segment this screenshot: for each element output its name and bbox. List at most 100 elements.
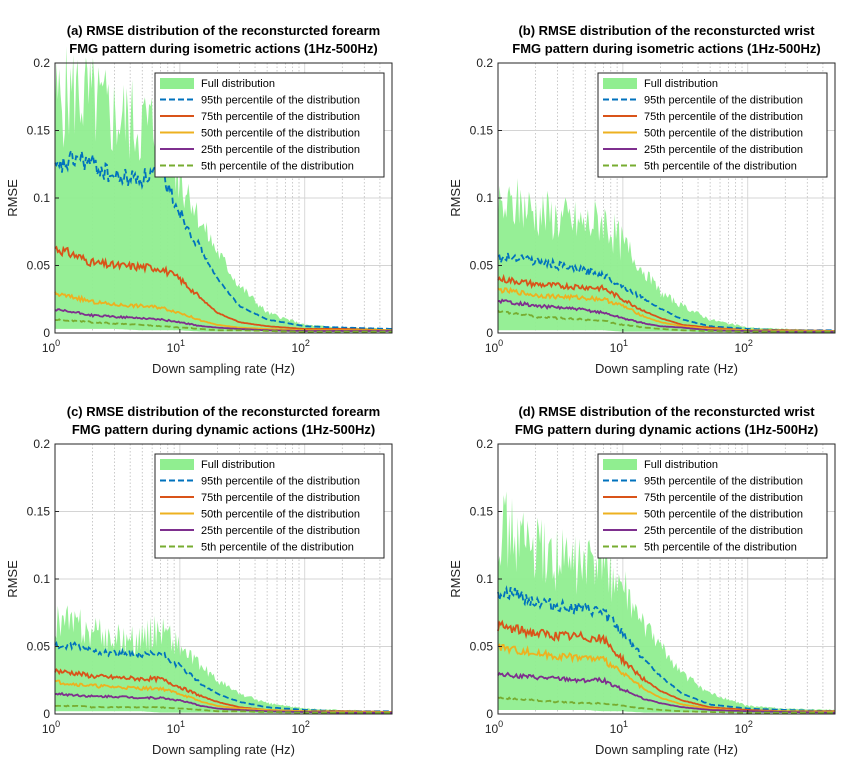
y-tick-label: 0 [486, 326, 493, 340]
legend-entry: 25th percentile of the distribution [201, 525, 360, 537]
legend-swatch [160, 78, 194, 89]
legend-entry: 5th percentile of the distribution [644, 161, 797, 173]
legend: Full distribution 95th percentile of the … [154, 453, 385, 559]
legend-swatch [160, 459, 194, 470]
legend-entry: 50th percentile of the distribution [644, 509, 803, 521]
y-tick-label: 0.15 [470, 124, 494, 138]
legend-box [597, 453, 828, 559]
legend-entry: 95th percentile of the distribution [644, 476, 803, 488]
legend: Full distribution 95th percentile of the … [597, 453, 828, 559]
legend-entry: 95th percentile of the distribution [201, 476, 360, 488]
y-tick-label: 0.2 [33, 437, 50, 451]
legend-entry: 25th percentile of the distribution [644, 144, 803, 156]
y-ticks: 0 0.05 0.1 0.15 0.2 [470, 437, 502, 721]
x-tick-label: 102 [292, 719, 310, 736]
x-tick-label: 101 [167, 719, 185, 736]
legend-box [154, 453, 385, 559]
x-axis-label: Down sampling rate (Hz) [595, 742, 738, 757]
y-ticks: 0 0.05 0.1 0.15 0.2 [27, 56, 59, 340]
legend-entry: 5th percentile of the distribution [201, 542, 354, 554]
legend-swatch [603, 459, 637, 470]
legend-entry: Full distribution [201, 459, 275, 471]
y-tick-label: 0.2 [33, 56, 50, 70]
chart-title-line: (c) RMSE distribution of the reconsturct… [67, 404, 380, 419]
x-tick-label: 100 [42, 338, 60, 355]
legend-entry: 50th percentile of the distribution [644, 128, 803, 140]
series-group [497, 178, 836, 333]
y-tick-label: 0.15 [27, 124, 51, 138]
chart-title-line: (d) RMSE distribution of the reconsturct… [518, 404, 815, 419]
x-ticks: 100 101 102 [42, 329, 310, 355]
legend-entry: Full distribution [201, 78, 275, 90]
y-axis-label: RMSE [5, 560, 20, 598]
series-full-distribution [55, 46, 392, 333]
x-tick-label: 100 [485, 338, 503, 355]
series-line-5 [54, 318, 392, 333]
chart-panel-3: 0 0.05 0.1 0.15 0.2 100 101 102 Down sampling ra… [5, 404, 393, 757]
y-tick-label: 0.05 [27, 640, 51, 654]
y-tick-label: 0.15 [27, 505, 51, 519]
y-tick-label: 0.05 [27, 259, 51, 273]
chart-title-line: FMG pattern during dynamic actions (1Hz-… [515, 422, 818, 437]
y-tick-label: 0.1 [476, 572, 493, 586]
chart-title-line: (a) RMSE distribution of the reconsturct… [67, 23, 380, 38]
chart-panel-1: 0 0.05 0.1 0.15 0.2 100 101 102 Down sampling ra… [5, 23, 393, 376]
chart-title-line: FMG pattern during dynamic actions (1Hz-… [72, 422, 375, 437]
x-ticks: 100 101 102 [42, 710, 310, 736]
series-line-5 [497, 696, 836, 714]
legend-entry: Full distribution [644, 78, 718, 90]
y-tick-label: 0.05 [470, 640, 494, 654]
legend-entry: 75th percentile of the distribution [644, 111, 803, 123]
legend-entry: 25th percentile of the distribution [644, 525, 803, 537]
legend-box [597, 72, 828, 178]
x-tick-label: 102 [735, 719, 753, 736]
series-line-1 [54, 149, 393, 330]
x-tick-label: 102 [292, 338, 310, 355]
y-axis-label: RMSE [448, 560, 463, 598]
series-group [54, 46, 393, 333]
legend-entry: 50th percentile of the distribution [201, 509, 360, 521]
legend-entry: 75th percentile of the distribution [201, 492, 360, 504]
chart-panel-2: 0 0.05 0.1 0.15 0.2 100 101 102 Down sampling ra… [448, 23, 836, 376]
legend-swatch [603, 78, 637, 89]
x-ticks: 100 101 102 [485, 710, 753, 736]
y-tick-label: 0 [43, 707, 50, 721]
y-tick-label: 0.2 [476, 56, 493, 70]
x-tick-label: 101 [167, 338, 185, 355]
x-axis-label: Down sampling rate (Hz) [595, 361, 738, 376]
series-line-4 [497, 298, 835, 333]
legend-entry: 75th percentile of the distribution [201, 111, 360, 123]
x-axis-label: Down sampling rate (Hz) [152, 742, 295, 757]
legend-entry: 5th percentile of the distribution [644, 542, 797, 554]
legend-entry: 25th percentile of the distribution [201, 144, 360, 156]
chart-title-line: (b) RMSE distribution of the reconsturct… [518, 23, 815, 38]
chart-panel-4: 0 0.05 0.1 0.15 0.2 100 101 102 Down sampling ra… [448, 404, 836, 757]
series-line-2 [54, 245, 393, 332]
legend-entry: 5th percentile of the distribution [201, 161, 354, 173]
x-tick-label: 101 [610, 719, 628, 736]
y-axis-label: RMSE [5, 179, 20, 217]
x-tick-label: 100 [42, 719, 60, 736]
series-full-distribution [498, 178, 835, 333]
y-axis-label: RMSE [448, 179, 463, 217]
chart-title-line: FMG pattern during isometric actions (1H… [512, 41, 820, 56]
y-tick-label: 0 [43, 326, 50, 340]
series-group [497, 491, 836, 714]
y-ticks: 0 0.05 0.1 0.15 0.2 [470, 56, 502, 340]
x-tick-label: 101 [610, 338, 628, 355]
legend-entry: 95th percentile of the distribution [644, 95, 803, 107]
series-group [54, 605, 393, 714]
x-axis-label: Down sampling rate (Hz) [152, 361, 295, 376]
y-tick-label: 0.1 [476, 191, 493, 205]
series-line-5 [497, 309, 836, 333]
y-tick-label: 0.1 [33, 572, 50, 586]
x-ticks: 100 101 102 [485, 329, 753, 355]
legend: Full distribution 95th percentile of the … [597, 72, 828, 178]
chart-title-line: FMG pattern during isometric actions (1H… [69, 41, 377, 56]
x-tick-label: 102 [735, 338, 753, 355]
x-tick-label: 100 [485, 719, 503, 736]
y-tick-label: 0.1 [33, 191, 50, 205]
legend-entry: 75th percentile of the distribution [644, 492, 803, 504]
legend-entry: 50th percentile of the distribution [201, 128, 360, 140]
